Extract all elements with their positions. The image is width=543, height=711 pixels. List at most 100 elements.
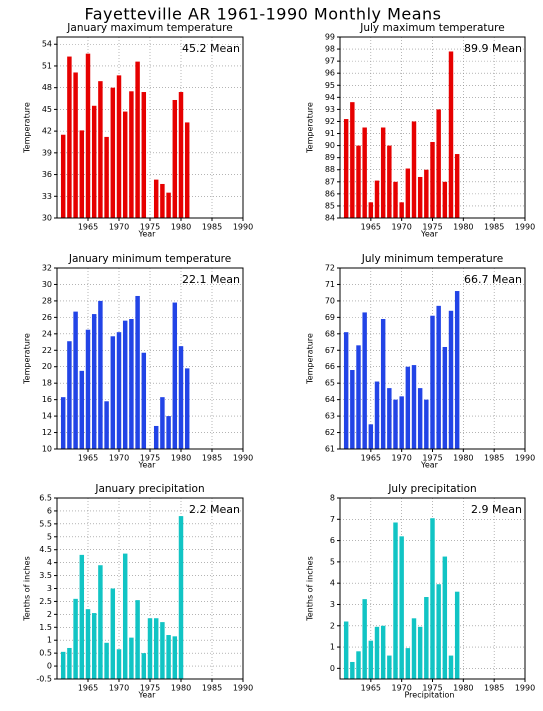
plot-frame	[339, 36, 526, 219]
x-tick-label: 1965	[361, 454, 381, 463]
figure-title: Fayetteville AR 1961-1990 Monthly Means	[85, 5, 442, 24]
bar	[430, 141, 435, 218]
y-tick-label: 72	[325, 264, 335, 273]
y-tick-label: 2.5	[39, 597, 52, 606]
panel-title: January maximum temperature	[66, 22, 232, 34]
y-tick-label: 16	[42, 395, 52, 404]
y-tick-label: 0	[330, 664, 335, 673]
y-tick-label: 1.5	[39, 623, 52, 632]
bar	[129, 319, 134, 449]
x-tick-label: 1980	[453, 454, 473, 463]
bar	[350, 661, 355, 679]
y-tick-label: 3.5	[39, 571, 52, 580]
bar	[110, 588, 116, 679]
y-tick-label: 48	[42, 83, 52, 92]
y-tick-label: 3	[47, 584, 52, 593]
bar	[350, 370, 355, 449]
bar	[178, 92, 184, 218]
bar	[436, 305, 441, 449]
bar	[424, 399, 429, 449]
bar	[448, 51, 454, 219]
y-tick-label: 66	[325, 362, 335, 371]
plot-frame	[339, 497, 526, 680]
y-tick-label: 96	[325, 69, 335, 78]
bar	[368, 424, 374, 449]
x-tick-label: 1975	[140, 223, 160, 232]
bar	[172, 636, 178, 679]
y-tick-label: 6	[47, 506, 52, 515]
x-tick-label: 1975	[422, 223, 442, 232]
y-tick-label: 85	[325, 201, 335, 210]
y-tick-label: 90	[325, 141, 335, 150]
y-tick-label: 8	[330, 494, 335, 503]
bar	[135, 600, 140, 679]
y-axis-label: Tenths of inches	[306, 556, 315, 622]
bar	[417, 176, 423, 218]
panel: July precipitation 0 1 2 3 4 5 6 7 8 1965 1970 1975 1…	[306, 483, 536, 700]
x-axis-label: Year	[138, 230, 157, 239]
y-tick-label: 98	[325, 45, 335, 54]
y-tick-label: 0.5	[39, 649, 52, 658]
panel: January maximum temperature 30 33 36 39 42 45 4…	[23, 22, 254, 239]
bar	[67, 341, 72, 449]
bar	[60, 397, 66, 449]
bar	[98, 565, 103, 679]
y-tick-label: 67	[325, 346, 335, 355]
x-tick-label: 1970	[109, 454, 129, 463]
annotation: 2.9 Mean	[471, 503, 522, 516]
bar	[380, 319, 386, 449]
bar	[436, 584, 441, 679]
x-tick-label: 1980	[171, 684, 191, 693]
y-tick-label: 7	[330, 515, 335, 524]
bar	[430, 518, 435, 679]
bar	[129, 91, 134, 218]
bar	[135, 295, 140, 449]
y-tick-label: 22	[42, 346, 52, 355]
annotation: 89.9 Mean	[464, 42, 522, 55]
bar	[153, 179, 159, 218]
bar	[79, 130, 85, 218]
x-tick-label: 1970	[109, 684, 129, 693]
panel-title: January minimum temperature	[68, 253, 231, 265]
panel-title: January precipitation	[94, 483, 204, 495]
bar	[135, 61, 140, 219]
y-tick-label: 1	[330, 643, 335, 652]
panel: July minimum temperature 61 62 63 64 65 66 67 68…	[306, 253, 536, 470]
annotation: 45.2 Mean	[182, 42, 240, 55]
bar	[417, 626, 423, 679]
bar	[116, 332, 122, 449]
bar	[393, 181, 398, 218]
y-tick-label: 30	[42, 214, 52, 223]
bar	[454, 154, 460, 218]
bar	[184, 368, 190, 449]
bar	[448, 655, 454, 679]
x-tick-label: 1990	[233, 454, 253, 463]
y-tick-label: 2	[47, 610, 52, 619]
plot-frame	[339, 267, 526, 450]
bar	[387, 388, 392, 449]
y-tick-label: 84	[325, 214, 335, 223]
y-tick-label: 33	[42, 192, 52, 201]
y-tick-label: 10	[42, 445, 52, 454]
panel-title: July precipitation	[387, 483, 476, 495]
panel: January minimum temperature 10 12 14 16 18 20 2…	[23, 253, 254, 470]
bar	[436, 109, 441, 218]
bar	[153, 425, 159, 449]
y-tick-label: 5.5	[39, 519, 52, 528]
x-tick-label: 1970	[109, 223, 129, 232]
bar	[60, 134, 66, 218]
x-tick-label: 1975	[422, 454, 442, 463]
y-tick-label: 32	[42, 264, 52, 273]
bar	[122, 553, 128, 679]
bar	[424, 169, 429, 218]
bar	[380, 127, 386, 218]
bar	[153, 618, 159, 679]
x-tick-label: 1965	[78, 684, 98, 693]
bar	[110, 336, 116, 449]
bar	[67, 647, 72, 679]
y-tick-label: 54	[42, 40, 52, 49]
y-tick-label: 18	[42, 379, 52, 388]
bar	[362, 599, 367, 679]
plot-frame	[56, 267, 244, 450]
bar	[60, 651, 66, 679]
